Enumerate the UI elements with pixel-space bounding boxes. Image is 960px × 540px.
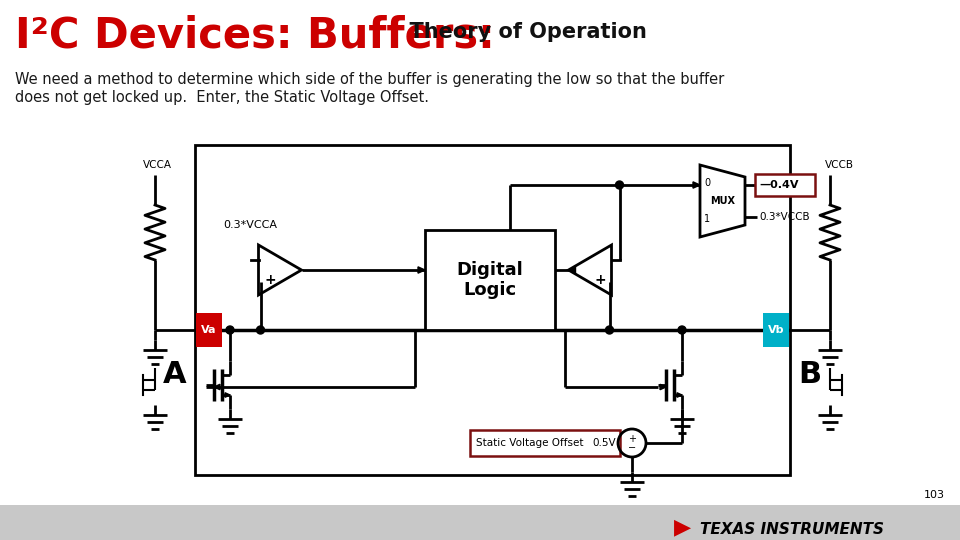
Text: VCCB: VCCB [825, 160, 854, 170]
Bar [763, 313, 789, 347]
Text: Theory of Operation: Theory of Operation [395, 22, 647, 42]
Bar [470, 430, 620, 456]
Text: —0.4V: —0.4V [759, 180, 799, 190]
Bar [0, 505, 960, 540]
Circle shape [226, 326, 234, 334]
Text: Va: Va [202, 325, 217, 335]
Bar [425, 230, 555, 330]
Text: 0.3*VCCB: 0.3*VCCB [759, 212, 809, 222]
Text: A: A [163, 360, 187, 389]
Text: −: − [628, 443, 636, 453]
Text: 0.5V: 0.5V [592, 438, 615, 448]
Polygon shape [418, 267, 425, 273]
Polygon shape [693, 182, 700, 188]
Bar [195, 145, 790, 475]
Polygon shape [660, 384, 666, 390]
Text: VCCA: VCCA [143, 160, 172, 170]
Text: 0.3*VCCA: 0.3*VCCA [224, 220, 277, 230]
Text: B: B [799, 360, 822, 389]
Text: ▶: ▶ [674, 517, 691, 537]
Text: does not get locked up.  Enter, the Static Voltage Offset.: does not get locked up. Enter, the Stati… [15, 90, 429, 105]
Text: Digital
Logic: Digital Logic [457, 261, 523, 299]
Circle shape [678, 326, 686, 334]
Polygon shape [225, 393, 230, 397]
Text: 1: 1 [704, 214, 710, 224]
Text: MUX: MUX [710, 196, 735, 206]
Text: Static Voltage Offset: Static Voltage Offset [476, 438, 584, 448]
Text: +: + [594, 273, 606, 287]
Text: Vb: Vb [768, 325, 784, 335]
Text: 103: 103 [924, 490, 945, 500]
Text: We need a method to determine which side of the buffer is generating the low so : We need a method to determine which side… [15, 72, 724, 87]
Circle shape [615, 181, 623, 189]
Circle shape [256, 326, 265, 334]
Text: 0: 0 [704, 178, 710, 188]
Polygon shape [214, 384, 220, 390]
Text: +: + [264, 273, 276, 287]
Circle shape [606, 326, 613, 334]
Text: I²C Devices: Buffers:: I²C Devices: Buffers: [15, 15, 494, 57]
Polygon shape [568, 267, 575, 273]
Text: TEXAS INSTRUMENTS: TEXAS INSTRUMENTS [700, 522, 884, 537]
Text: +: + [628, 434, 636, 444]
Bar [196, 313, 222, 347]
Bar [755, 174, 815, 196]
Polygon shape [677, 393, 682, 397]
